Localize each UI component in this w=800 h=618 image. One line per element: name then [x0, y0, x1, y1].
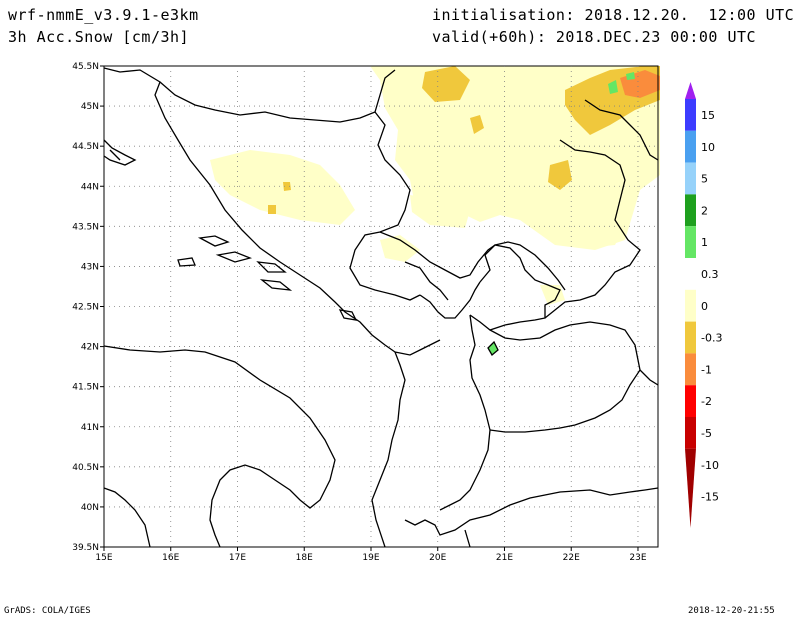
legend-swatch — [685, 226, 696, 258]
lon-labels: 15E 16E 17E 18E 19E 20E 21E 22E 23E — [95, 547, 647, 563]
init-time: initialisation: 2018.12.20. 12:00 UTC — [432, 6, 795, 24]
lat-label: 44.5N — [72, 142, 99, 152]
lon-label: 23E — [629, 553, 646, 563]
snow-moderate — [268, 66, 660, 214]
legend-label: 1 — [701, 236, 708, 249]
legend-label: -15 — [701, 491, 719, 504]
lat-label: 43.5N — [72, 222, 99, 232]
lon-label: 16E — [162, 553, 179, 563]
legend-label: -5 — [701, 427, 712, 440]
legend-swatch — [685, 99, 696, 131]
legend-swatch — [685, 258, 696, 290]
legend-label: 0.3 — [701, 268, 719, 281]
lon-label: 15E — [95, 553, 112, 563]
lat-label: 44N — [81, 182, 99, 192]
timestamp-text: 2018-12-20-21:55 — [688, 606, 775, 616]
lat-label: 43N — [81, 262, 99, 272]
legend-arrow-bottom — [685, 448, 696, 528]
legend-swatch — [685, 289, 696, 322]
coastlines-borders — [103, 67, 659, 548]
lat-label: 40.5N — [72, 463, 99, 473]
field-title: 3h Acc.Snow [cm/3h] — [8, 28, 190, 46]
color-legend: 15 10 5 2 1 0.3 0 -0.3 -1 -2 -5 -10 -15 — [685, 82, 722, 528]
legend-label: 10 — [701, 141, 715, 154]
legend-swatch — [685, 353, 696, 386]
legend-label: -10 — [701, 459, 719, 472]
lon-label: 19E — [362, 553, 379, 563]
lat-label: 41N — [81, 423, 99, 433]
legend-swatch — [685, 417, 696, 449]
legend-label: 2 — [701, 204, 708, 217]
legend-label: 5 — [701, 173, 708, 186]
lon-label: 21E — [496, 553, 513, 563]
credit-text: GrADS: COLA/IGES — [4, 606, 91, 616]
legend-swatch — [685, 130, 696, 163]
legend-label: -1 — [701, 363, 712, 376]
lon-label: 18E — [296, 553, 313, 563]
lat-label: 45N — [81, 102, 99, 112]
lat-label: 45.5N — [72, 62, 99, 72]
legend-label: -2 — [701, 395, 712, 408]
legend-label: 0 — [701, 300, 708, 313]
legend-swatch — [685, 194, 696, 227]
legend-label: 15 — [701, 109, 715, 122]
legend-swatch — [685, 162, 696, 195]
lat-label: 40N — [81, 503, 99, 513]
legend-swatch — [685, 385, 696, 417]
valid-time: valid(+60h): 2018.DEC.23 00:00 UTC — [432, 28, 757, 46]
lat-label: 39.5N — [72, 543, 99, 553]
legend-arrow-top — [685, 82, 696, 99]
lon-label: 22E — [563, 553, 580, 563]
lon-label: 20E — [429, 553, 446, 563]
lat-label: 41.5N — [72, 383, 99, 393]
lat-labels: 45.5N 45N 44.5N 44N 43.5N 43N 42.5N 42N 41.5N 41N… — [72, 62, 104, 553]
legend-swatch — [685, 321, 696, 354]
model-title: wrf-nmmE_v3.9.1-e3km — [8, 6, 199, 24]
lat-label: 42.5N — [72, 303, 99, 313]
lat-label: 42N — [81, 343, 99, 353]
legend-label: -0.3 — [701, 332, 722, 345]
lon-label: 17E — [229, 553, 246, 563]
